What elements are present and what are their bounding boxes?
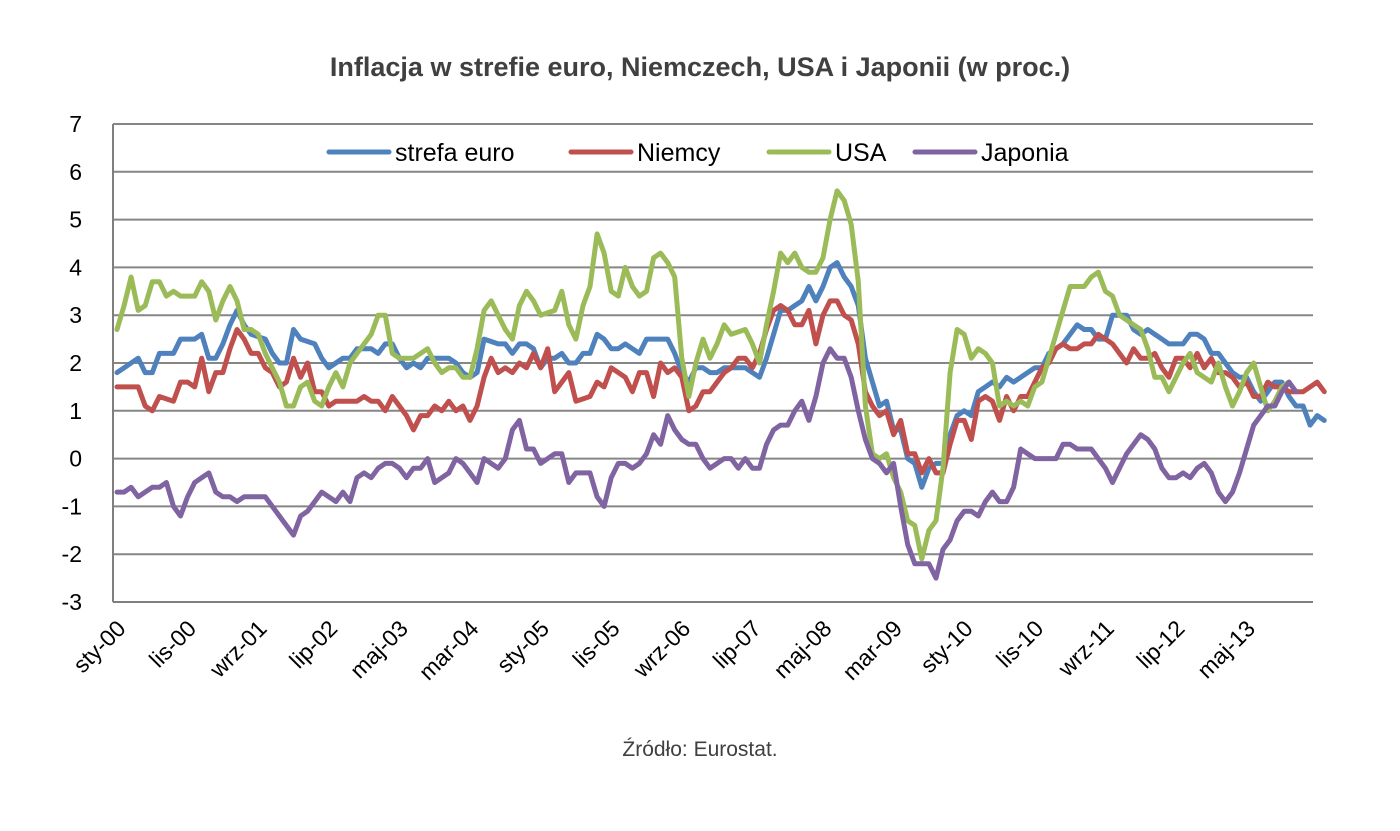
x-axis: sty-00 lis-00 wrz-01 lip-02 maj-03 mar-04 sty-… — [68, 615, 1260, 685]
x-tick-label: wrz-01 — [204, 615, 272, 683]
x-tick-label: maj-08 — [768, 615, 836, 683]
x-tick-label: lip-02 — [284, 615, 342, 673]
y-tick-label: 5 — [69, 207, 82, 233]
series-line-japonia — [114, 346, 1299, 581]
x-tick-label: lis-00 — [144, 615, 201, 672]
y-tick-label: 3 — [69, 302, 82, 328]
series-lines — [114, 188, 1327, 581]
x-tick-label: maj-13 — [1192, 615, 1260, 683]
x-tick-label: lip-12 — [1131, 615, 1189, 673]
y-tick-label: 0 — [69, 446, 82, 472]
x-tick-label: lip-07 — [708, 615, 766, 673]
x-tick-label: sty-00 — [68, 615, 131, 678]
y-tick-label: -2 — [62, 541, 82, 567]
x-tick-label: mar-04 — [414, 615, 484, 685]
y-tick-label: 2 — [69, 350, 82, 376]
legend: strefa euro Niemcy USA Japonia — [326, 139, 1069, 167]
chart-title: Inflacja w strefie euro, Niemczech, USA … — [329, 52, 1071, 82]
source-note: Źródło: Eurostat. — [622, 738, 778, 761]
y-tick-label: 1 — [69, 398, 82, 424]
y-axis: 7 6 5 4 3 2 1 0 -1 -2 -3 — [62, 111, 114, 615]
y-tick-label: 4 — [69, 254, 82, 280]
legend-label: strefa euro — [395, 139, 515, 167]
y-tick-label: 6 — [69, 159, 82, 185]
x-tick-label: wrz-06 — [627, 615, 695, 683]
y-tick-label: -1 — [62, 493, 82, 519]
x-tick-label: wrz-11 — [1052, 615, 1119, 682]
x-tick-label: lis-05 — [567, 615, 624, 672]
x-tick-label: maj-03 — [345, 615, 413, 683]
legend-label: Niemcy — [637, 139, 721, 167]
x-tick-label: mar-09 — [837, 615, 907, 685]
series-line-usa — [114, 188, 1292, 562]
legend-label: USA — [835, 139, 887, 167]
y-tick-label: 7 — [69, 111, 82, 137]
x-tick-label: sty-05 — [491, 615, 554, 678]
y-tick-label: -3 — [62, 589, 82, 615]
x-tick-label: lis-10 — [991, 615, 1048, 672]
legend-label: Japonia — [981, 139, 1069, 167]
series-line-niemcy — [114, 298, 1327, 476]
x-tick-label: sty-10 — [915, 615, 978, 678]
